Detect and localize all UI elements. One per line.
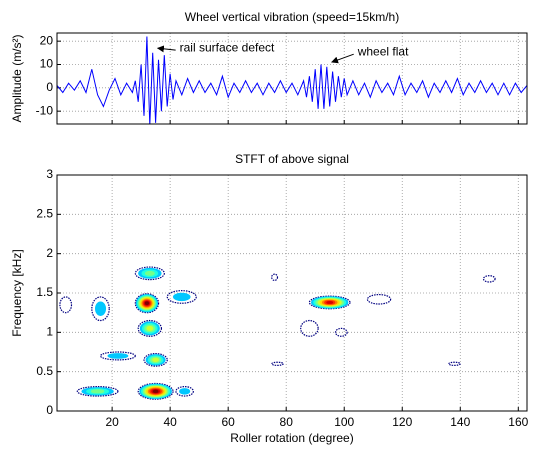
x-tick-label: 60 bbox=[221, 415, 235, 429]
contour-level bbox=[76, 386, 119, 397]
y-tick-label: 20 bbox=[40, 33, 54, 47]
y-axis-label: Frequency [kHz] bbox=[10, 249, 24, 336]
contour-level bbox=[99, 351, 136, 361]
contour-level bbox=[137, 319, 163, 337]
x-tick-label: 140 bbox=[450, 415, 470, 429]
annotation-arrow bbox=[331, 53, 354, 64]
axes-frame bbox=[56, 32, 528, 125]
y-tick-label: 2 bbox=[46, 246, 53, 260]
y-tick-label: 3 bbox=[46, 167, 53, 181]
y-tick-label: 0 bbox=[46, 403, 53, 417]
contour-level bbox=[271, 273, 279, 282]
contour-level bbox=[134, 293, 160, 314]
y-tick-label: 1 bbox=[46, 325, 53, 339]
contour-level bbox=[144, 270, 155, 276]
x-tick-label: 40 bbox=[163, 415, 177, 429]
x-tick-label: 120 bbox=[392, 415, 412, 429]
contour-level bbox=[94, 301, 107, 317]
plot-layer bbox=[59, 266, 496, 400]
contour-level bbox=[300, 319, 319, 337]
x-tick-label: 100 bbox=[334, 415, 354, 429]
x-axis-label: Roller rotation (degree) bbox=[230, 431, 353, 445]
contour-level bbox=[366, 293, 392, 305]
contour-level bbox=[137, 382, 174, 400]
contour-level bbox=[448, 361, 461, 366]
y-axis-label: Amplitude (m/s²) bbox=[10, 34, 24, 122]
contour-level bbox=[271, 361, 284, 366]
contour-level bbox=[326, 300, 334, 304]
contour-level bbox=[152, 389, 159, 393]
plot-layer bbox=[57, 36, 527, 124]
y-tick-label: 1.5 bbox=[36, 285, 53, 299]
contour-level bbox=[144, 301, 150, 306]
x-tick-label: 160 bbox=[508, 415, 528, 429]
contour-level bbox=[175, 386, 194, 397]
plot-area bbox=[57, 33, 527, 124]
x-tick-label: 80 bbox=[280, 415, 294, 429]
signal-line bbox=[57, 36, 527, 124]
contour-level bbox=[179, 388, 191, 395]
y-tick-label: -10 bbox=[36, 103, 54, 117]
y-tick-label: 10 bbox=[40, 57, 54, 71]
contour-level bbox=[166, 290, 197, 304]
contour-level bbox=[90, 389, 105, 394]
chart-title: STFT of above signal bbox=[235, 152, 349, 166]
y-tick-label: 0 bbox=[46, 80, 53, 94]
x-tick-label: 20 bbox=[105, 415, 119, 429]
annotation-arrow bbox=[156, 45, 176, 53]
contour-level bbox=[308, 295, 351, 310]
contour-level bbox=[91, 296, 110, 322]
contour-level bbox=[143, 352, 168, 367]
contour-level bbox=[172, 292, 191, 302]
contour-level bbox=[107, 353, 129, 359]
contour-level bbox=[134, 266, 165, 281]
chart-title: Wheel vertical vibration (speed=15km/h) bbox=[185, 10, 399, 24]
contour-level bbox=[482, 275, 496, 283]
contour-level bbox=[334, 327, 348, 337]
contour-level bbox=[59, 296, 73, 314]
y-tick-label: 2.5 bbox=[36, 207, 53, 221]
contour-level bbox=[146, 325, 154, 331]
annotation: rail surface defect bbox=[180, 40, 275, 54]
y-tick-label: 0.5 bbox=[36, 364, 53, 378]
axes-frame bbox=[56, 174, 528, 412]
annotation: wheel flat bbox=[357, 44, 409, 58]
contour-level bbox=[152, 357, 160, 363]
